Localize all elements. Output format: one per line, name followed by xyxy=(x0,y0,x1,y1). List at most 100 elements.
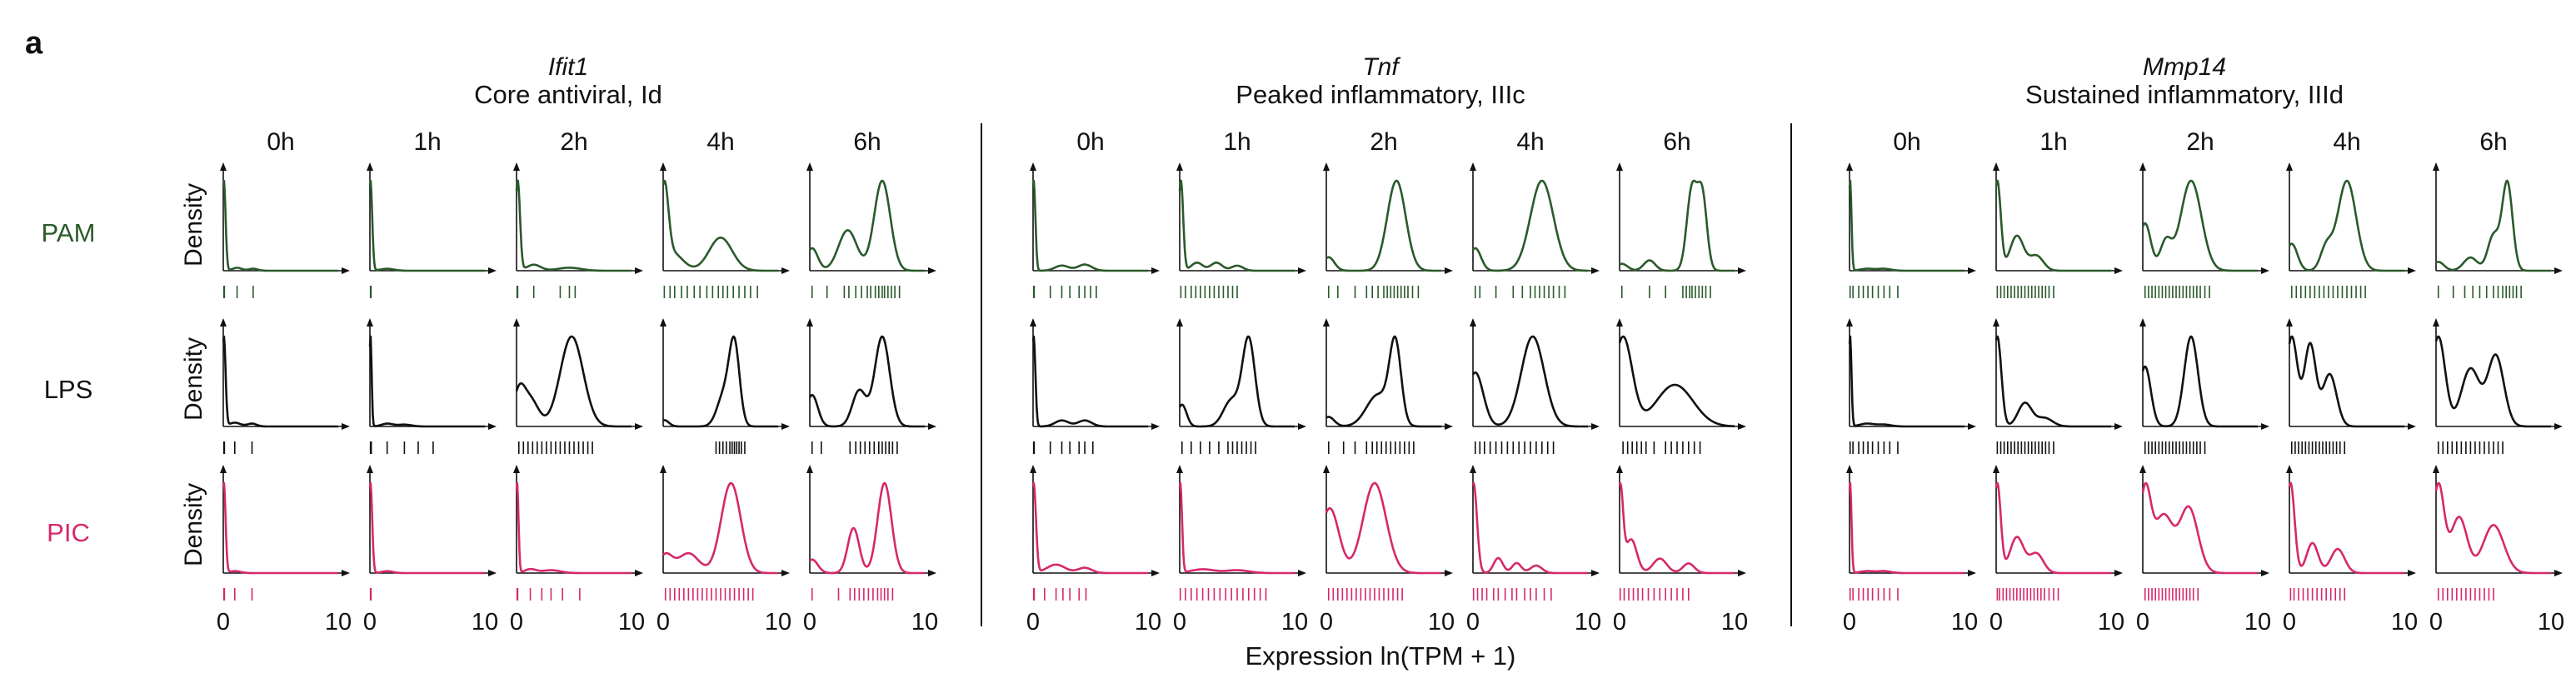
y-axis-arrow xyxy=(1030,465,1036,473)
y-axis-arrow xyxy=(2286,465,2293,473)
x-axis-arrow xyxy=(1968,423,1976,430)
x-axis-arrow xyxy=(1738,423,1746,430)
y-axis-arrow xyxy=(1323,318,1330,327)
x-axis-arrow xyxy=(2554,423,2563,430)
time-label: 2h xyxy=(560,128,587,156)
density-panel xyxy=(1993,465,2123,601)
density-curve xyxy=(1618,481,1735,575)
x-tick-label: 0 xyxy=(1320,609,1333,636)
y-axis-arrow xyxy=(220,318,227,327)
density-curve xyxy=(222,335,339,428)
x-tick-label: 10 xyxy=(1951,609,1978,636)
x-axis-arrow xyxy=(781,423,790,430)
x-axis-arrow xyxy=(342,423,350,430)
density-panel xyxy=(1470,465,1600,601)
x-axis-arrow xyxy=(928,267,936,274)
y-axis-arrow xyxy=(513,318,520,327)
x-axis-arrow xyxy=(488,570,497,576)
x-axis-arrow xyxy=(342,267,350,274)
y-axis-arrow xyxy=(1470,465,1476,473)
y-axis-arrow xyxy=(2286,318,2293,327)
x-axis-arrow xyxy=(635,570,643,576)
density-curve xyxy=(1031,335,1149,428)
density-curve xyxy=(1471,179,1589,272)
density-curve xyxy=(1848,481,1965,575)
gene-module: Core antiviral, Id xyxy=(474,80,662,109)
x-tick-labels: 0 10 0 10 0 10 0 10 0 10 0 10 0 10 0 10 0 10 0 10 0 10 0 10 0 10 0… xyxy=(217,609,2564,636)
density-panel xyxy=(1176,162,1306,298)
y-axis-arrow xyxy=(1993,162,1999,171)
row-label-pam: PAM xyxy=(42,218,96,247)
density-curve xyxy=(662,481,779,575)
density-curve xyxy=(1178,335,1295,428)
x-axis-arrow xyxy=(1591,570,1600,576)
x-tick-label: 0 xyxy=(2136,609,2149,636)
gene-header-ifit1: Ifit1 Core antiviral, Id xyxy=(474,53,662,109)
density-panel xyxy=(220,465,350,601)
density-panel xyxy=(1616,465,1746,601)
y-axis-arrow xyxy=(2433,465,2439,473)
density-panel xyxy=(1993,318,2123,454)
density-curve xyxy=(2434,481,2552,575)
x-axis-arrow xyxy=(2554,570,2563,576)
x-tick-label: 0 xyxy=(656,609,670,636)
density-panel xyxy=(2433,465,2563,601)
density-curve xyxy=(515,335,632,428)
x-axis-arrow xyxy=(1151,267,1160,274)
x-tick-label: 10 xyxy=(1281,609,1308,636)
density-panel xyxy=(1030,465,1160,601)
x-axis-arrow xyxy=(488,423,497,430)
y-axis-arrow xyxy=(2433,162,2439,171)
y-axis-arrow xyxy=(1176,465,1183,473)
density-panel xyxy=(2433,318,2563,454)
x-axis-arrow xyxy=(781,267,790,274)
density-panel xyxy=(367,318,497,454)
x-axis-arrow xyxy=(1298,423,1306,430)
x-tick-label: 10 xyxy=(472,609,498,636)
row-label-pic: PIC xyxy=(47,518,90,547)
x-axis-arrow xyxy=(2261,423,2269,430)
y-axis-arrow xyxy=(1846,465,1853,473)
density-panel xyxy=(1470,162,1600,298)
density-curve xyxy=(2288,481,2405,575)
y-axis-arrow xyxy=(1323,162,1330,171)
time-label: 1h xyxy=(413,128,441,156)
density-panel xyxy=(2286,465,2416,601)
density-panel xyxy=(1846,318,1976,454)
x-axis-arrow xyxy=(1151,570,1160,576)
density-curve xyxy=(1848,179,1965,272)
density-curve xyxy=(1471,335,1589,428)
time-label: 4h xyxy=(706,128,734,156)
x-tick-label: 0 xyxy=(1466,609,1480,636)
x-axis-arrow xyxy=(1445,423,1453,430)
x-axis-arrow xyxy=(2408,570,2416,576)
density-curve xyxy=(1325,481,1442,575)
gene-name: Tnf xyxy=(1362,53,1400,81)
y-axis-arrow xyxy=(1846,318,1853,327)
density-curve xyxy=(1994,481,2112,575)
density-curve xyxy=(1178,179,1295,272)
gene-header-mmp14: Mmp14 Sustained inflammatory, IIId xyxy=(2025,53,2344,109)
density-curve xyxy=(1471,481,1589,575)
density-panel xyxy=(1470,318,1600,454)
density-panel xyxy=(660,465,790,601)
x-axis-arrow xyxy=(1591,423,1600,430)
density-curve xyxy=(2141,481,2259,575)
density-curve xyxy=(222,179,339,272)
density-panel xyxy=(1176,318,1306,454)
x-axis-arrow xyxy=(2114,423,2123,430)
y-axis-arrow xyxy=(2286,162,2293,171)
time-label: 0h xyxy=(1076,128,1104,156)
density-panel xyxy=(513,465,643,601)
density-curve xyxy=(515,481,632,575)
density-curve xyxy=(1848,335,1965,428)
density-panel xyxy=(2139,318,2269,454)
time-label: 0h xyxy=(267,128,294,156)
y-axis-arrow xyxy=(513,465,520,473)
y-axis-arrow xyxy=(1470,318,1476,327)
x-axis-arrow xyxy=(928,570,936,576)
x-tick-label: 0 xyxy=(803,609,816,636)
x-axis-arrow xyxy=(1445,570,1453,576)
y-axis-arrow xyxy=(1470,162,1476,171)
